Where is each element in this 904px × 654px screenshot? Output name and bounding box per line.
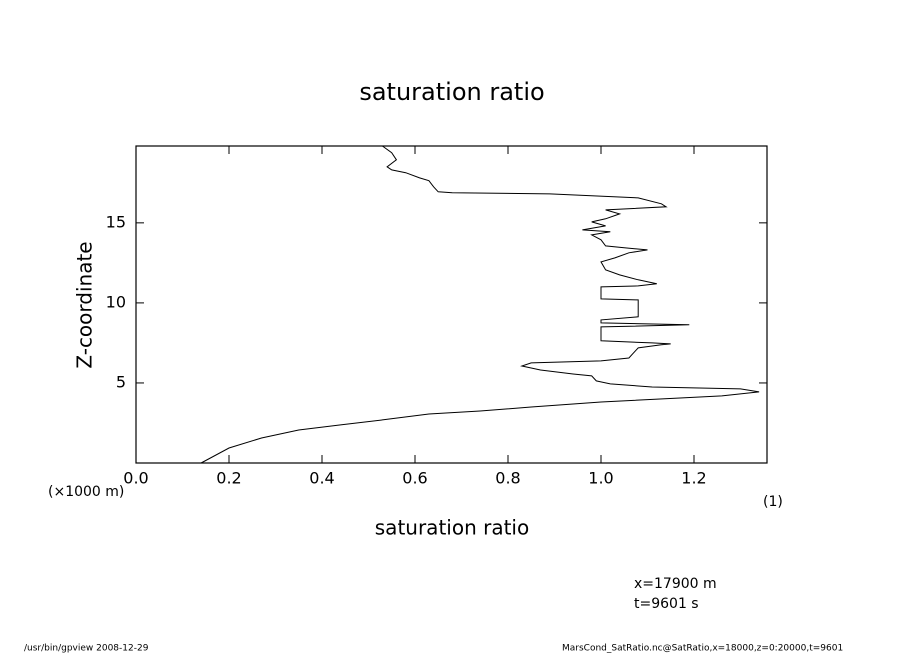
x-tick-label: 1.2 [681, 469, 706, 488]
annotation: x=17900 m [634, 576, 717, 592]
y-unit: (×1000 m) [48, 484, 124, 500]
x-tick-label: 0.2 [216, 469, 241, 488]
x-tick-label: 0.8 [495, 469, 520, 488]
x-tick-label: 0.0 [123, 469, 148, 488]
y-axis-label: Z-coordinate [73, 241, 97, 368]
y-tick-label: 15 [106, 212, 126, 231]
y-tick-label: 5 [116, 372, 126, 391]
chart-title: saturation ratio [359, 78, 544, 106]
footer: /usr/bin/gpview 2008-12-29 [24, 644, 149, 654]
x-tick-label: 0.6 [402, 469, 427, 488]
plot-frame [135, 145, 768, 464]
y-tick-label: 10 [106, 292, 126, 311]
x-axis-label: saturation ratio [375, 516, 529, 540]
footer: MarsCond_SatRatio.nc@SatRatio,x=18000,z=… [562, 644, 843, 654]
profile-line [200, 145, 760, 464]
x-tick-label: 1.0 [588, 469, 613, 488]
x-unit: (1) [763, 494, 783, 510]
annotation: t=9601 s [634, 596, 699, 612]
x-tick-label: 0.4 [309, 469, 334, 488]
